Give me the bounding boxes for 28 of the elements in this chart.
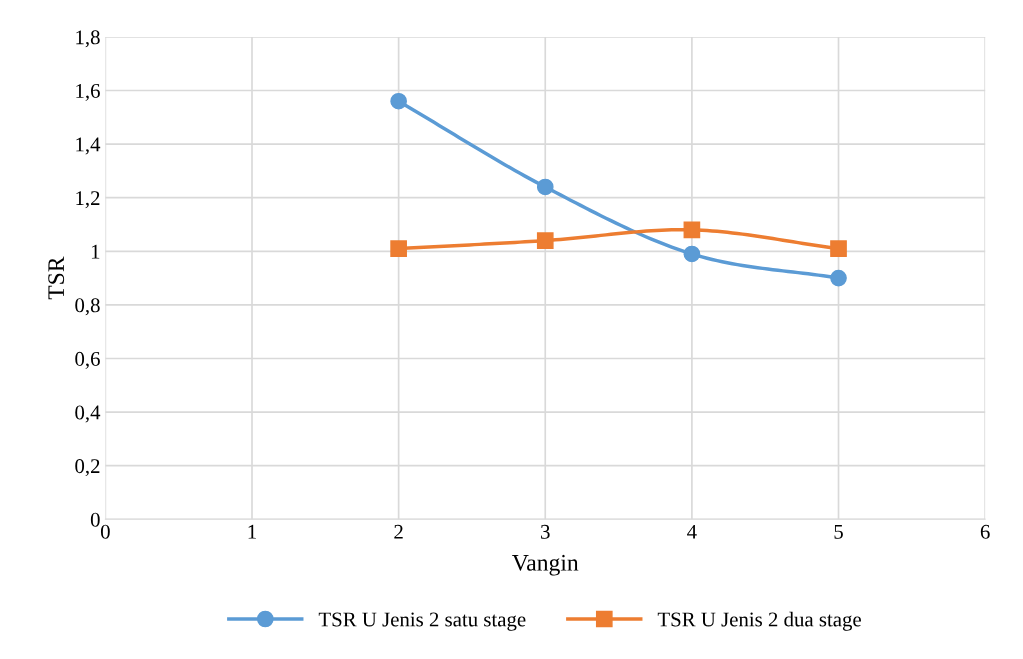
legend-label: TSR U Jenis 2 satu stage <box>318 612 526 631</box>
point <box>683 221 701 239</box>
y-axis-title: TSR <box>48 256 65 300</box>
legend-label: TSR U Jenis 2 dua stage <box>657 611 861 631</box>
y-tick-label: 0,6 <box>75 351 100 369</box>
y-tick-label: 1,8 <box>76 30 100 48</box>
point <box>683 245 701 263</box>
y-tick-label: 1,4 <box>76 137 101 155</box>
y-tick-label: 1,6 <box>76 83 100 101</box>
point <box>536 178 554 196</box>
y-tick-label: 0,2 <box>75 459 100 477</box>
x-tick-label: 2 <box>394 524 403 539</box>
y-tick-label: 0,8 <box>75 298 100 316</box>
x-tick-label: 3 <box>541 524 550 539</box>
point <box>830 269 847 287</box>
point <box>390 92 407 110</box>
y-tick-label: 0 <box>90 512 100 527</box>
x-tick-label: 1 <box>248 524 256 539</box>
y-tick-label: 0,4 <box>75 405 101 423</box>
x-tick-label: 5 <box>834 524 843 539</box>
point <box>390 240 407 257</box>
y-tick-label: 1 <box>91 244 100 259</box>
x-tick-label: 4 <box>687 524 697 539</box>
point <box>536 232 554 249</box>
x-tick-label: 6 <box>980 524 990 539</box>
y-tick-label: 1,2 <box>76 191 100 209</box>
point <box>830 240 847 257</box>
x-axis-title: Vangin <box>512 554 579 576</box>
